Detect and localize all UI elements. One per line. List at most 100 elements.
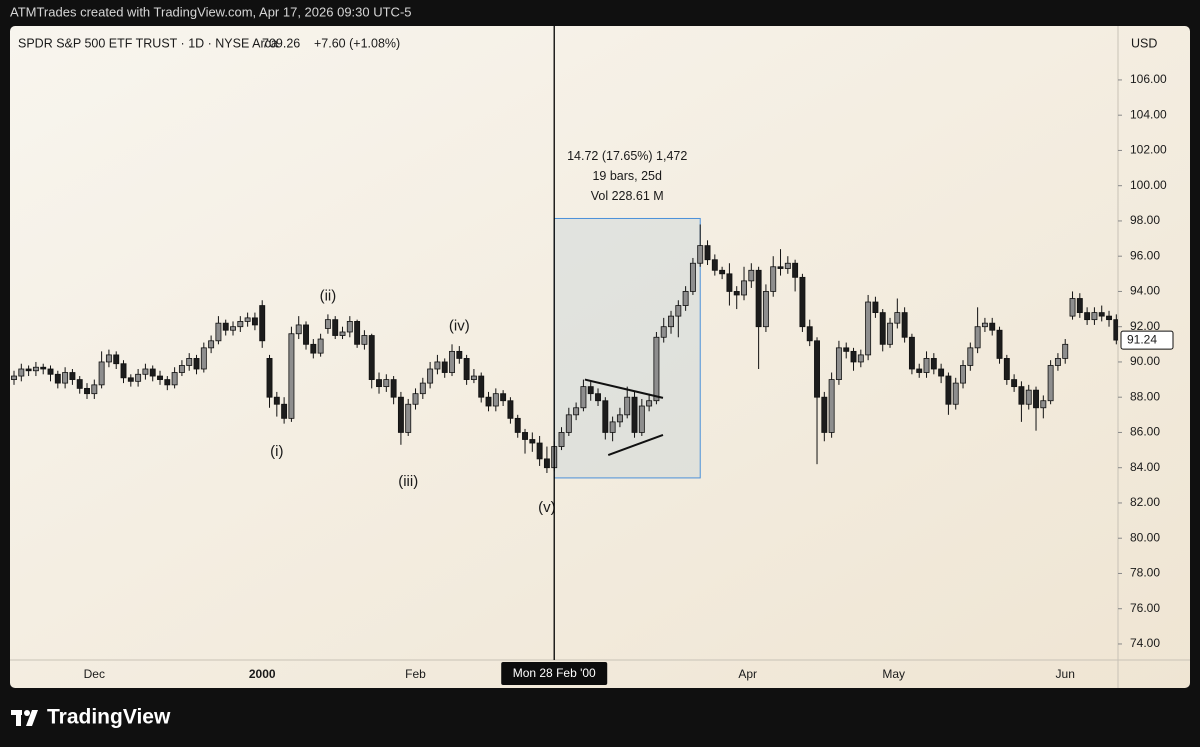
candle-up bbox=[974, 326, 981, 349]
candle-up bbox=[186, 358, 193, 366]
candle-down bbox=[1113, 319, 1118, 341]
candle-down bbox=[529, 439, 536, 444]
candle-down bbox=[850, 350, 857, 363]
candle-up bbox=[624, 396, 631, 416]
measure-label: 14.72 (17.65%) 1,472 bbox=[567, 149, 687, 163]
candle-up bbox=[565, 414, 572, 433]
candle-up bbox=[952, 382, 959, 405]
wave-label: (iii) bbox=[398, 473, 418, 490]
candle-up bbox=[741, 280, 747, 296]
candle-up bbox=[208, 340, 215, 349]
candle-down bbox=[996, 329, 1003, 359]
candle-up bbox=[887, 322, 893, 345]
candle-up bbox=[412, 393, 419, 405]
candle-down bbox=[930, 358, 937, 370]
y-tick-label: 98.00 bbox=[1130, 213, 1160, 227]
candle-down bbox=[901, 312, 908, 338]
x-tick-label: May bbox=[882, 667, 905, 681]
candle-up bbox=[660, 326, 667, 338]
price-text: 709.26 bbox=[262, 36, 300, 50]
candle-down bbox=[631, 396, 638, 433]
x-tick-label: Dec bbox=[84, 667, 105, 681]
candle-up bbox=[91, 384, 98, 395]
candle-down bbox=[76, 379, 83, 389]
candle-up bbox=[237, 321, 244, 328]
candle-down bbox=[40, 366, 47, 370]
candle-down bbox=[251, 317, 258, 326]
candle-down bbox=[332, 319, 339, 336]
candle-up bbox=[105, 354, 112, 363]
candle-up bbox=[558, 432, 565, 447]
candle-up bbox=[470, 375, 477, 380]
y-tick-label: 94.00 bbox=[1130, 284, 1160, 298]
candle-up bbox=[762, 291, 769, 328]
candle-down bbox=[938, 368, 945, 377]
y-tick-label: 88.00 bbox=[1130, 389, 1160, 403]
y-tick-label: 104.00 bbox=[1130, 107, 1167, 121]
candle-down bbox=[711, 259, 718, 271]
candle-down bbox=[814, 340, 820, 398]
y-tick-label: 106.00 bbox=[1130, 72, 1167, 86]
candle-down bbox=[149, 368, 156, 377]
candle-down bbox=[303, 324, 309, 345]
candle-down bbox=[1098, 312, 1105, 317]
y-tick-label: 100.00 bbox=[1130, 178, 1167, 192]
candle-down bbox=[193, 358, 200, 370]
trendline bbox=[607, 433, 664, 456]
candle-down bbox=[310, 343, 317, 354]
candle-up bbox=[18, 368, 25, 377]
candle-down bbox=[441, 361, 448, 373]
candle-down bbox=[916, 368, 923, 373]
x-tick-label: 2000 bbox=[249, 667, 276, 681]
candle-down bbox=[259, 305, 266, 342]
candle-down bbox=[84, 387, 90, 395]
candle-down bbox=[733, 291, 740, 296]
candle-up bbox=[1054, 358, 1061, 366]
candle-down bbox=[1076, 298, 1083, 313]
candle-up bbox=[682, 291, 689, 306]
candle-up bbox=[609, 421, 616, 433]
candle-down bbox=[485, 396, 492, 407]
candle-up bbox=[638, 405, 645, 433]
candle-up bbox=[288, 333, 295, 419]
y-tick-label: 84.00 bbox=[1130, 460, 1160, 474]
x-tick-label: Jun bbox=[1056, 667, 1075, 681]
candle-up bbox=[383, 379, 390, 388]
candle-up bbox=[1025, 389, 1032, 405]
candle-up bbox=[434, 361, 441, 370]
candle-up bbox=[668, 315, 674, 328]
symbol: SPDR S&P 500 ETF TRUST · 1D · NYSE Arca bbox=[18, 36, 278, 50]
candle-down bbox=[514, 417, 521, 433]
candle-up bbox=[616, 414, 623, 423]
candle-up bbox=[828, 379, 835, 433]
candle-down bbox=[47, 368, 54, 375]
candle-down bbox=[281, 403, 288, 419]
candle-up bbox=[427, 368, 434, 384]
candle-down bbox=[843, 347, 850, 352]
candle-up bbox=[653, 336, 660, 402]
candle-up bbox=[1047, 365, 1054, 402]
y-tick-label: 80.00 bbox=[1130, 530, 1160, 544]
candle-up bbox=[295, 324, 302, 335]
candle-down bbox=[908, 336, 915, 370]
candle-down bbox=[368, 335, 375, 380]
candle-down bbox=[1018, 386, 1025, 405]
candle-down bbox=[120, 363, 127, 379]
candle-down bbox=[799, 276, 806, 328]
candle-down bbox=[222, 322, 229, 331]
candle-down bbox=[376, 379, 382, 388]
candle-up bbox=[32, 366, 39, 372]
candle-up bbox=[419, 382, 426, 395]
candle-up bbox=[748, 269, 755, 282]
candle-up bbox=[339, 331, 346, 336]
candle-down bbox=[1033, 389, 1039, 409]
candle-up bbox=[865, 301, 872, 356]
candle-down bbox=[397, 396, 404, 433]
candle-up bbox=[1040, 400, 1047, 409]
y-tick-label: 76.00 bbox=[1130, 601, 1160, 615]
candle-down bbox=[587, 386, 594, 395]
candle-up bbox=[923, 358, 930, 373]
candle-up bbox=[346, 321, 353, 333]
candle-up bbox=[835, 347, 842, 380]
